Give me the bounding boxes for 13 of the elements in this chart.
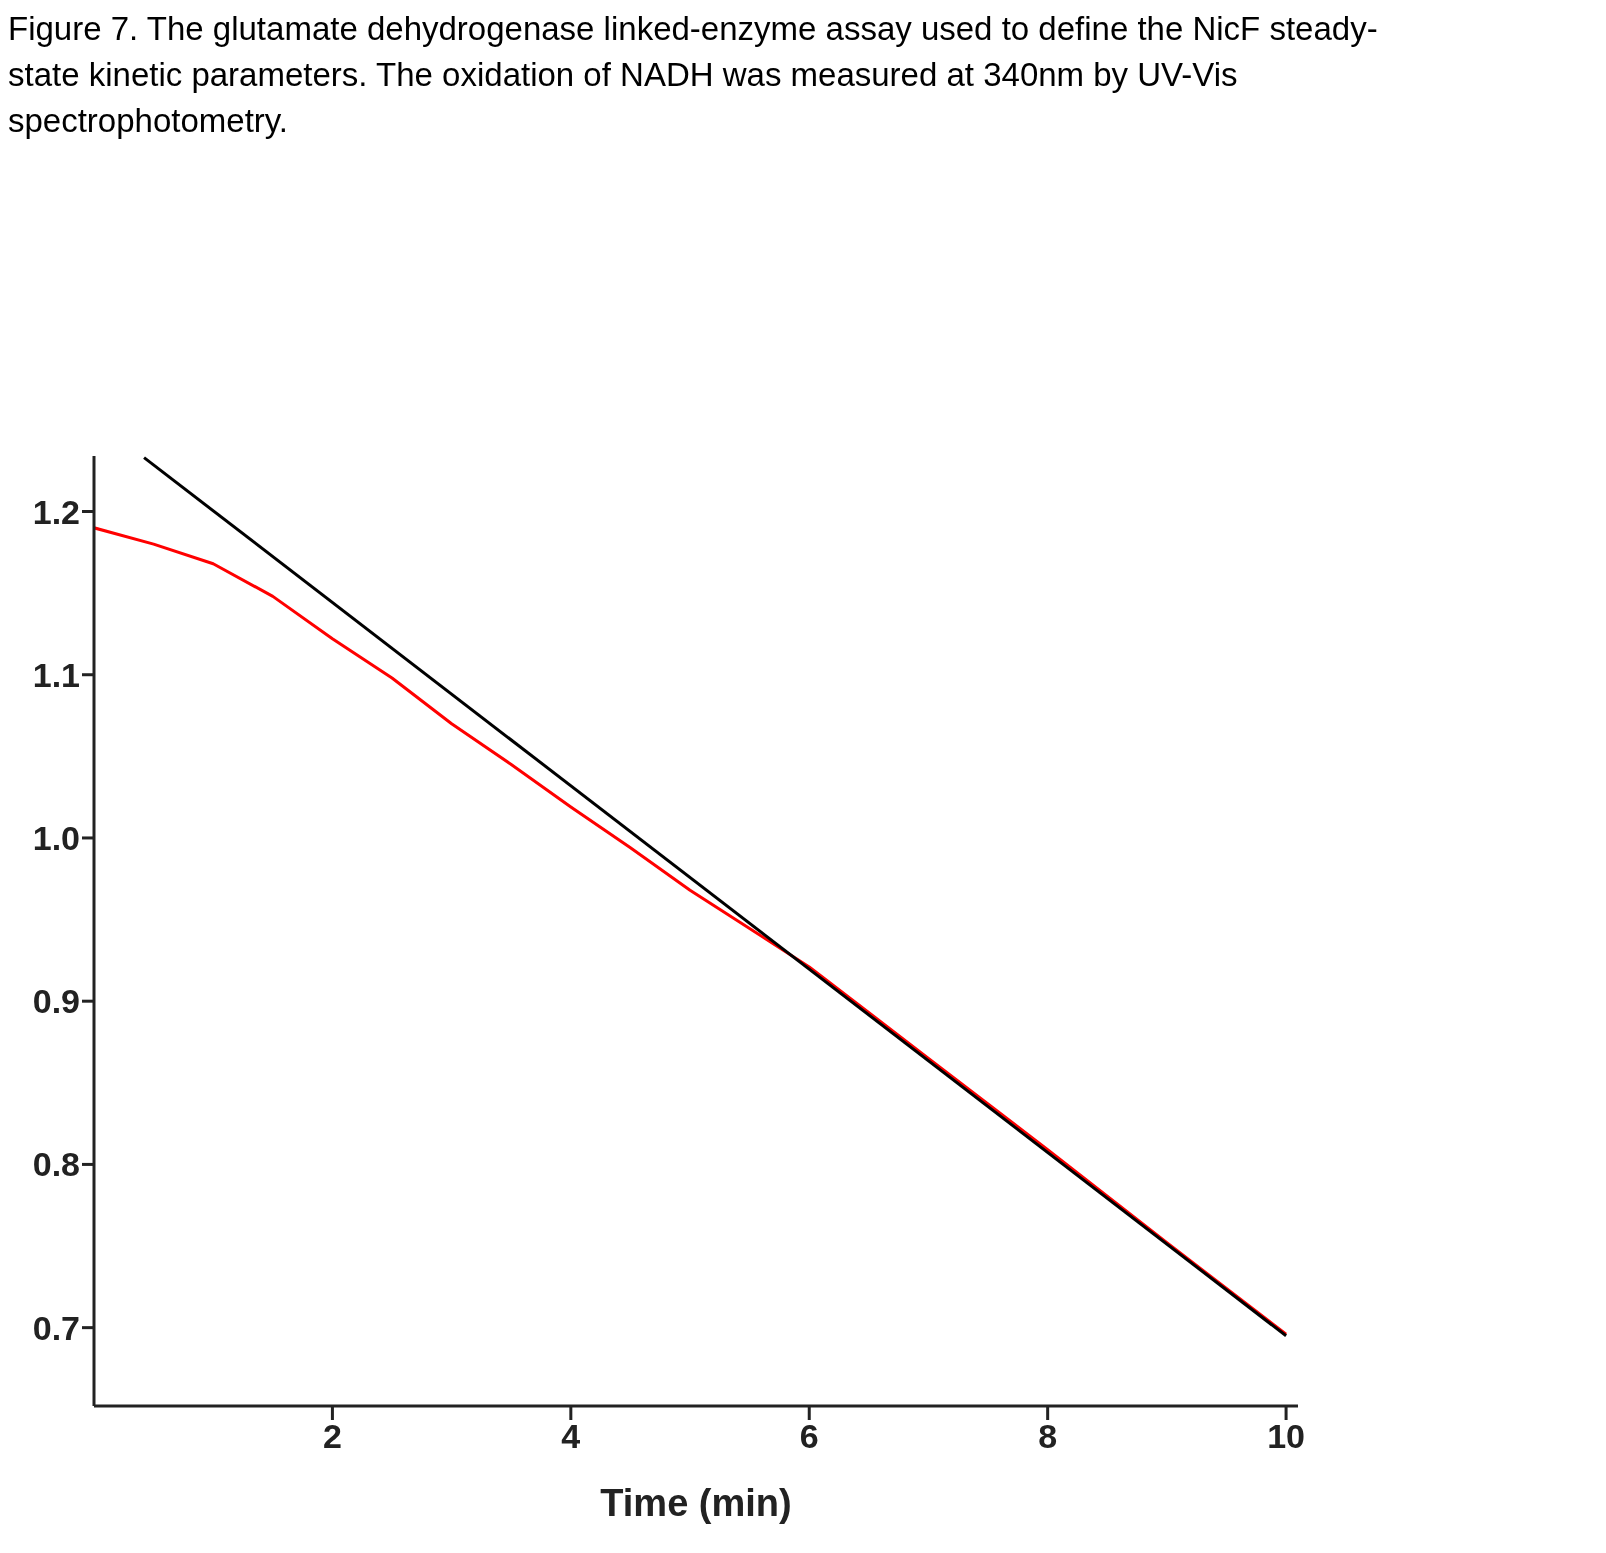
x-tick-label: 8 xyxy=(1038,1417,1058,1456)
y-tick-label: 1.1 xyxy=(32,655,80,694)
y-tick-label: 0.7 xyxy=(32,1308,80,1347)
y-tick-label: 0.8 xyxy=(32,1145,80,1184)
x-tick-label: 4 xyxy=(561,1417,581,1456)
y-tick-label: 0.9 xyxy=(32,982,80,1021)
x-axis-title: Time (min) xyxy=(600,1482,792,1524)
chart-title: Figure 7. The glutamate dehydrogenase linked-enzyme assay used to define the NicF steady-state kinetic parameters. The oxidation of NADH was measured at 340nm by UV-Vis spectrophotometry. xyxy=(8,9,1379,141)
x-tick-label: 6 xyxy=(799,1417,819,1456)
x-tick-label: 10 xyxy=(1267,1417,1305,1456)
y-tick-label: 1.0 xyxy=(32,819,80,858)
y-tick-label: 1.2 xyxy=(32,492,80,531)
x-tick-label: 2 xyxy=(322,1417,342,1456)
